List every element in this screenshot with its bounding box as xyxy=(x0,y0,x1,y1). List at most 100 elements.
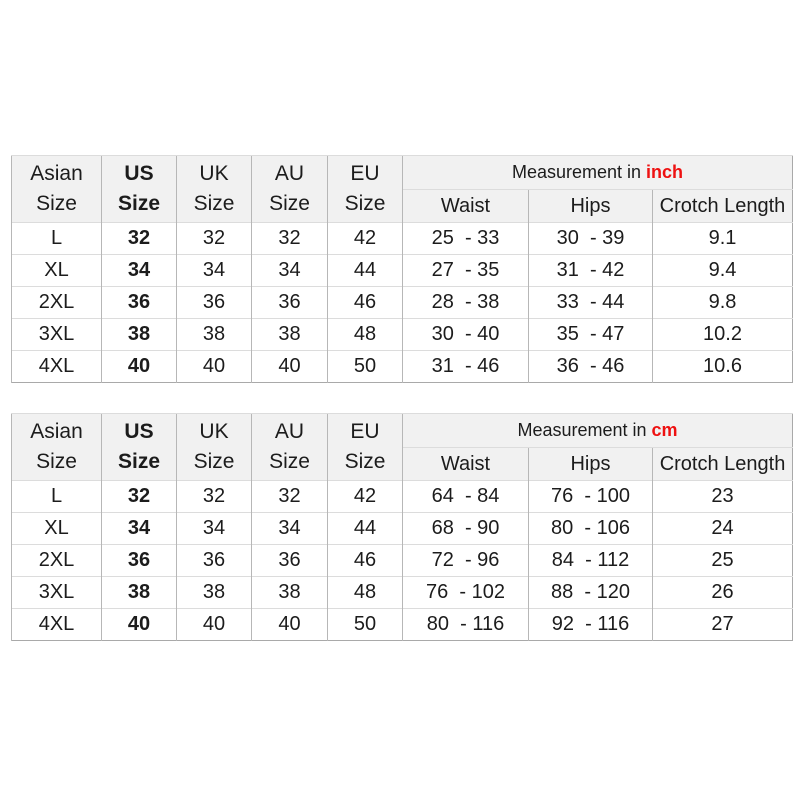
uk-size-cell: 34 xyxy=(176,512,252,545)
crotch-length-cell: 23 xyxy=(651,480,793,513)
uk-size-cell: 40 xyxy=(176,350,252,383)
asian-size-cell: 4XL xyxy=(11,350,102,383)
uk-size-cell: 32 xyxy=(176,480,252,513)
waist-cell: 27 - 35 xyxy=(402,254,529,287)
eu-size-cell: 44 xyxy=(327,512,403,545)
uk-size-cell: 40 xyxy=(176,608,252,641)
header-eu-size: EU Size xyxy=(327,413,403,481)
crotch-length-cell: 10.6 xyxy=(652,350,793,383)
au-size-cell: 40 xyxy=(251,608,328,641)
table-row: 4XL 40 40 40 50 31 - 46 36 - 46 10.6 xyxy=(11,350,793,383)
header-waist: Waist xyxy=(402,446,529,481)
crotch-length-cell: 9.8 xyxy=(652,286,793,319)
uk-size-cell: 36 xyxy=(176,286,252,319)
asian-size-cell: L xyxy=(11,480,102,513)
waist-cell: 68 - 90 xyxy=(402,512,529,545)
table-row: 2XL 36 36 36 46 28 - 38 33 - 44 9.8 xyxy=(11,286,793,319)
au-size-cell: 38 xyxy=(251,576,328,609)
hips-cell: 30 - 39 xyxy=(528,222,653,255)
table-row: 3XL 38 38 38 48 30 - 40 35 - 47 10.2 xyxy=(11,318,793,351)
au-size-cell: 34 xyxy=(251,512,328,545)
hips-cell: 36 - 46 xyxy=(528,350,653,383)
uk-size-cell: 38 xyxy=(176,576,252,609)
asian-size-cell: 2XL xyxy=(11,286,102,319)
waist-cell: 31 - 46 xyxy=(402,350,529,383)
size-table-cm-body: L 32 32 32 42 64 - 84 76 - 100 23 XL 34 34 34 44 68 -… xyxy=(11,480,793,641)
header-crotch-length: Crotch Length xyxy=(651,446,793,481)
us-size-cell: 38 xyxy=(101,318,177,351)
crotch-length-cell: 26 xyxy=(651,576,793,609)
header-row-top: Asian Size US Size UK Size AU Size EU Si… xyxy=(11,155,793,223)
header-uk-size: UK Size xyxy=(176,155,252,223)
asian-size-cell: XL xyxy=(11,254,102,287)
eu-size-cell: 42 xyxy=(327,480,403,513)
size-table-inch-body: L 32 32 32 42 25 - 33 30 - 39 9.1 XL 34 34 34 44 27 -… xyxy=(11,222,793,383)
header-waist: Waist xyxy=(402,188,529,223)
hips-cell: 88 - 120 xyxy=(528,576,653,609)
header-uk-size: UK Size xyxy=(176,413,252,481)
table-row: XL 34 34 34 44 68 - 90 80 - 106 24 xyxy=(11,512,793,545)
hips-cell: 31 - 42 xyxy=(528,254,653,287)
au-size-cell: 32 xyxy=(251,222,328,255)
measurement-title-inch: Measurement in inch xyxy=(402,155,793,189)
uk-size-cell: 32 xyxy=(176,222,252,255)
header-hips: Hips xyxy=(528,446,653,481)
uk-size-cell: 38 xyxy=(176,318,252,351)
measurement-unit-cm: cm xyxy=(651,420,678,441)
header-au-size: AU Size xyxy=(251,413,328,481)
waist-cell: 25 - 33 xyxy=(402,222,529,255)
us-size-cell: 40 xyxy=(101,608,177,641)
hips-cell: 92 - 116 xyxy=(528,608,653,641)
crotch-length-cell: 25 xyxy=(651,544,793,577)
header-row-top: Asian Size US Size UK Size AU Size EU Si… xyxy=(11,413,793,481)
hips-cell: 84 - 112 xyxy=(528,544,653,577)
asian-size-cell: 3XL xyxy=(11,576,102,609)
uk-size-cell: 36 xyxy=(176,544,252,577)
us-size-cell: 38 xyxy=(101,576,177,609)
hips-cell: 80 - 106 xyxy=(528,512,653,545)
uk-size-cell: 34 xyxy=(176,254,252,287)
eu-size-cell: 48 xyxy=(327,576,403,609)
us-size-cell: 32 xyxy=(101,480,177,513)
hips-cell: 76 - 100 xyxy=(528,480,653,513)
us-size-cell: 36 xyxy=(101,286,177,319)
header-hips: Hips xyxy=(528,188,653,223)
table-row: XL 34 34 34 44 27 - 35 31 - 42 9.4 xyxy=(11,254,793,287)
au-size-cell: 40 xyxy=(251,350,328,383)
table-row: 3XL 38 38 38 48 76 - 102 88 - 120 26 xyxy=(11,576,793,609)
waist-cell: 30 - 40 xyxy=(402,318,529,351)
header-au-size: AU Size xyxy=(251,155,328,223)
crotch-length-cell: 9.4 xyxy=(652,254,793,287)
waist-cell: 72 - 96 xyxy=(402,544,529,577)
header-eu-size: EU Size xyxy=(327,155,403,223)
asian-size-cell: XL xyxy=(11,512,102,545)
au-size-cell: 32 xyxy=(251,480,328,513)
hips-cell: 35 - 47 xyxy=(528,318,653,351)
header-row-measurements: Waist Hips Crotch Length xyxy=(12,188,793,223)
header-row-measurements: Waist Hips Crotch Length xyxy=(12,446,793,481)
table-row: L 32 32 32 42 25 - 33 30 - 39 9.1 xyxy=(11,222,793,255)
header-asian-size: Asian Size xyxy=(11,155,102,223)
eu-size-cell: 46 xyxy=(327,286,403,319)
waist-cell: 76 - 102 xyxy=(402,576,529,609)
eu-size-cell: 48 xyxy=(327,318,403,351)
waist-cell: 64 - 84 xyxy=(402,480,529,513)
au-size-cell: 36 xyxy=(251,544,328,577)
header-us-size: US Size xyxy=(101,155,177,223)
crotch-length-cell: 10.2 xyxy=(652,318,793,351)
measurement-title-prefix: Measurement in xyxy=(511,162,647,183)
header-us-size: US Size xyxy=(101,413,177,481)
measurement-unit-inch: inch xyxy=(646,162,684,183)
measurement-title-prefix: Measurement in xyxy=(517,420,652,441)
table-row: L 32 32 32 42 64 - 84 76 - 100 23 xyxy=(11,480,793,513)
crotch-length-cell: 9.1 xyxy=(652,222,793,255)
crotch-length-cell: 24 xyxy=(651,512,793,545)
header-asian-size: Asian Size xyxy=(11,413,102,481)
eu-size-cell: 44 xyxy=(327,254,403,287)
size-table-cm: Asian Size US Size UK Size AU Size EU Si… xyxy=(11,413,794,641)
header-crotch-length: Crotch Length xyxy=(652,188,793,223)
eu-size-cell: 50 xyxy=(327,350,403,383)
us-size-cell: 34 xyxy=(101,254,177,287)
au-size-cell: 38 xyxy=(251,318,328,351)
